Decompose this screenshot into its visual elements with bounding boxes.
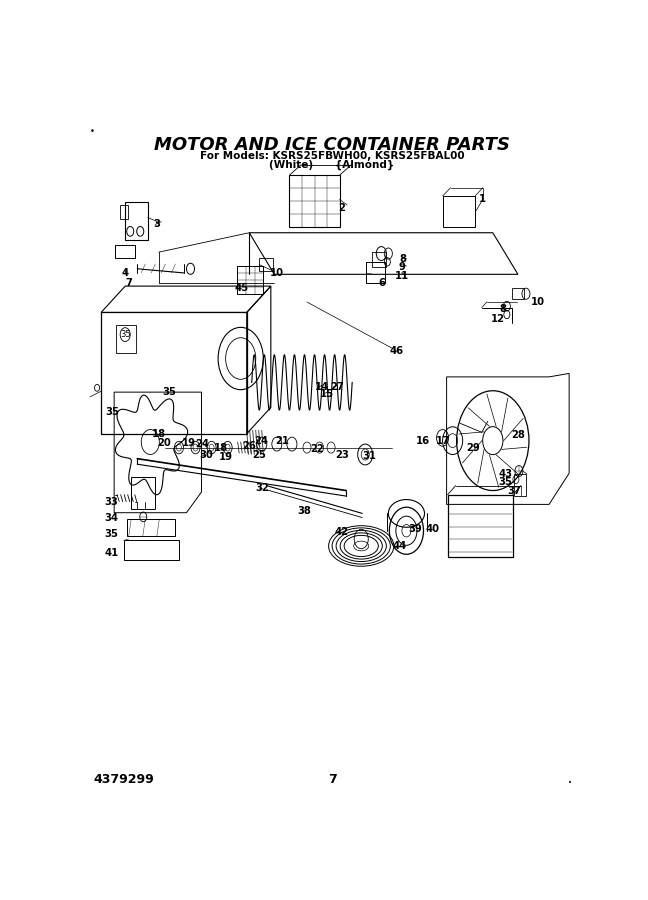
- Text: 26: 26: [242, 441, 256, 451]
- Text: For Models: KSRS25FBWH00, KSRS25FBAL00: For Models: KSRS25FBWH00, KSRS25FBAL00: [200, 151, 465, 161]
- Text: 45: 45: [235, 284, 249, 293]
- Text: 7: 7: [125, 277, 132, 288]
- Bar: [366, 262, 386, 283]
- Text: •: •: [568, 779, 572, 786]
- Text: 16: 16: [415, 436, 430, 446]
- Text: 6: 6: [379, 277, 386, 288]
- Text: 35: 35: [120, 330, 130, 339]
- Text: 23: 23: [335, 449, 349, 460]
- Bar: [101, 312, 247, 434]
- Text: 8: 8: [500, 304, 506, 314]
- Text: 28: 28: [511, 430, 525, 440]
- Text: 4379299: 4379299: [93, 773, 154, 786]
- Bar: [448, 495, 513, 557]
- Bar: [124, 540, 179, 560]
- Bar: [127, 519, 175, 536]
- Text: 11: 11: [395, 271, 410, 281]
- Text: 42: 42: [334, 527, 348, 537]
- Text: 29: 29: [466, 443, 480, 453]
- Text: 20: 20: [157, 438, 170, 448]
- Text: 19: 19: [218, 453, 233, 463]
- Text: 22: 22: [310, 444, 324, 454]
- Text: 37: 37: [507, 485, 521, 496]
- Text: 44: 44: [393, 541, 407, 551]
- Text: 18: 18: [152, 428, 166, 438]
- Text: 31: 31: [363, 451, 376, 461]
- Text: (White)      {Almond}: (White) {Almond}: [270, 160, 395, 170]
- Bar: [125, 202, 148, 239]
- Bar: [116, 325, 136, 353]
- Text: 2: 2: [339, 203, 345, 213]
- Text: 21: 21: [275, 436, 289, 446]
- Bar: [120, 205, 128, 219]
- Text: 12: 12: [491, 314, 505, 324]
- Bar: [115, 245, 135, 257]
- Text: 35: 35: [105, 407, 119, 417]
- Text: 24: 24: [196, 439, 209, 449]
- Text: 3: 3: [153, 220, 160, 230]
- Text: 41: 41: [104, 548, 118, 558]
- Text: 4: 4: [122, 268, 129, 278]
- Text: 40: 40: [426, 525, 439, 535]
- Text: 18: 18: [214, 443, 227, 453]
- Text: •: •: [90, 128, 95, 137]
- Text: 8: 8: [399, 254, 406, 264]
- Bar: [372, 252, 386, 267]
- Bar: [290, 176, 340, 227]
- Text: 43: 43: [498, 469, 513, 479]
- Text: 35: 35: [162, 387, 176, 397]
- Text: MOTOR AND ICE CONTAINER PARTS: MOTOR AND ICE CONTAINER PARTS: [154, 136, 510, 154]
- Bar: [512, 288, 524, 300]
- Bar: [131, 477, 156, 508]
- Text: 35: 35: [104, 529, 118, 539]
- Text: 1: 1: [480, 194, 486, 204]
- Text: 30: 30: [200, 449, 213, 460]
- Text: 25: 25: [252, 449, 266, 460]
- Text: 46: 46: [389, 346, 404, 356]
- Bar: [237, 266, 263, 293]
- Text: 19: 19: [182, 438, 196, 448]
- Text: 38: 38: [297, 507, 312, 517]
- Bar: [514, 474, 526, 496]
- Text: 15: 15: [320, 389, 334, 399]
- Text: 34: 34: [104, 513, 118, 523]
- Text: 27: 27: [330, 382, 344, 392]
- Text: 7: 7: [328, 773, 336, 786]
- Text: 33: 33: [104, 497, 118, 507]
- Text: 24: 24: [254, 436, 268, 446]
- Text: 35: 35: [498, 477, 513, 487]
- Text: 10: 10: [270, 268, 284, 278]
- Text: 39: 39: [408, 525, 422, 535]
- Text: 32: 32: [255, 482, 269, 493]
- Text: 10: 10: [531, 297, 545, 307]
- Bar: [443, 196, 475, 227]
- Text: 17: 17: [435, 436, 450, 446]
- Text: 9: 9: [399, 263, 406, 273]
- Bar: [259, 258, 273, 271]
- Text: 14: 14: [315, 382, 329, 392]
